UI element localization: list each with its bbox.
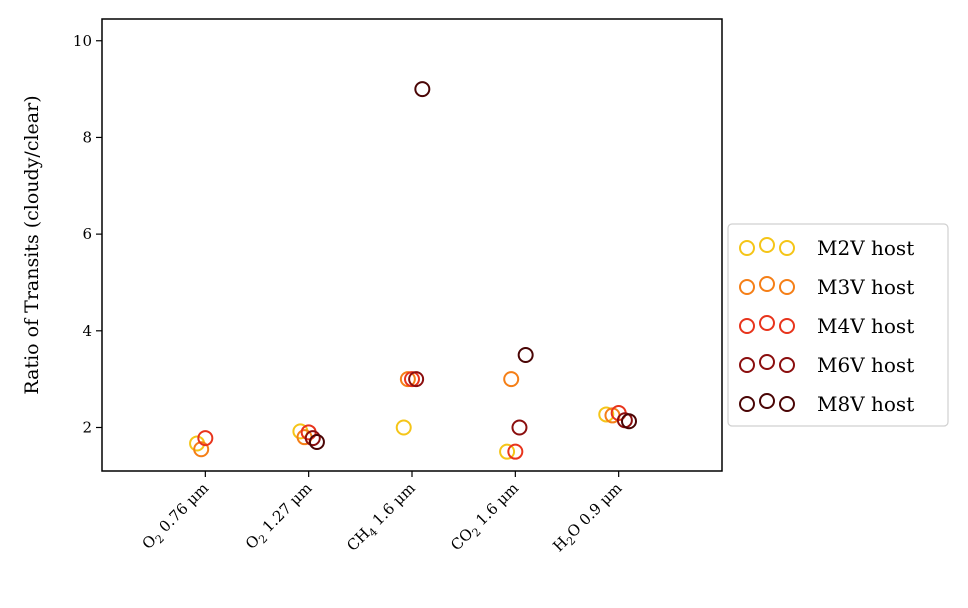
legend-marker bbox=[779, 396, 795, 412]
y-tick-label: 8 bbox=[82, 128, 92, 146]
y-axis-label: Ratio of Transits (cloudy/clear) bbox=[21, 95, 43, 394]
legend-marker bbox=[759, 393, 775, 409]
legend-label: M4V host bbox=[817, 314, 914, 338]
x-tick-label: O2 0.76 μm bbox=[138, 479, 214, 555]
legend-marker bbox=[759, 237, 775, 253]
legend-marker bbox=[779, 357, 795, 373]
legend-frame bbox=[727, 223, 949, 427]
data-point bbox=[517, 346, 534, 363]
legend-marker bbox=[779, 240, 795, 256]
data-point bbox=[598, 406, 615, 423]
data-point bbox=[395, 419, 412, 436]
data-point bbox=[404, 371, 420, 388]
legend-marker bbox=[739, 240, 755, 256]
y-tick-label: 6 bbox=[82, 225, 92, 243]
data-point bbox=[408, 371, 425, 388]
data-point bbox=[621, 413, 637, 430]
data-point bbox=[414, 81, 431, 98]
legend-label: M6V host bbox=[817, 353, 914, 377]
x-axis: O2 0.76 μm O2 1.27 μm CH4 1.6 μm CO2 1.6 μm… bbox=[138, 471, 627, 557]
legend-label: M3V host bbox=[817, 275, 914, 299]
data-point bbox=[399, 371, 416, 388]
y-tick-label: 2 bbox=[82, 418, 92, 436]
y-tick-label: 10 bbox=[73, 32, 92, 50]
data-point bbox=[503, 371, 520, 388]
legend-marker bbox=[779, 279, 795, 295]
data-point bbox=[499, 443, 516, 460]
legend-marker bbox=[739, 396, 755, 412]
x-tick-label: CH4 1.6 μm bbox=[343, 479, 421, 557]
x-tick-label: CO2 1.6 μm bbox=[447, 479, 524, 556]
x-tick-label: H2O 0.9 μm bbox=[549, 479, 627, 557]
legend-marker bbox=[759, 354, 775, 370]
data-point bbox=[304, 430, 321, 447]
legend-marker bbox=[739, 357, 755, 373]
legend: M2V host M3V host M4V host M6V host M8V host bbox=[727, 223, 949, 427]
data-point bbox=[193, 441, 210, 458]
plot-area bbox=[101, 18, 723, 472]
y-axis: 2 4 6 8 10 bbox=[73, 32, 102, 436]
data-point bbox=[197, 430, 214, 447]
legend-marker bbox=[739, 279, 755, 295]
legend-marker bbox=[739, 318, 755, 334]
legend-label: M8V host bbox=[817, 392, 914, 416]
data-point bbox=[511, 419, 528, 436]
data-points bbox=[189, 81, 637, 460]
x-tick-label: O2 1.27 μm bbox=[242, 479, 318, 555]
legend-marker bbox=[759, 315, 775, 331]
legend-marker bbox=[779, 318, 795, 334]
data-point bbox=[308, 433, 325, 450]
data-point bbox=[507, 443, 524, 460]
legend-marker bbox=[759, 276, 775, 292]
legend-label: M2V host bbox=[817, 236, 914, 260]
y-tick-label: 4 bbox=[82, 322, 92, 340]
